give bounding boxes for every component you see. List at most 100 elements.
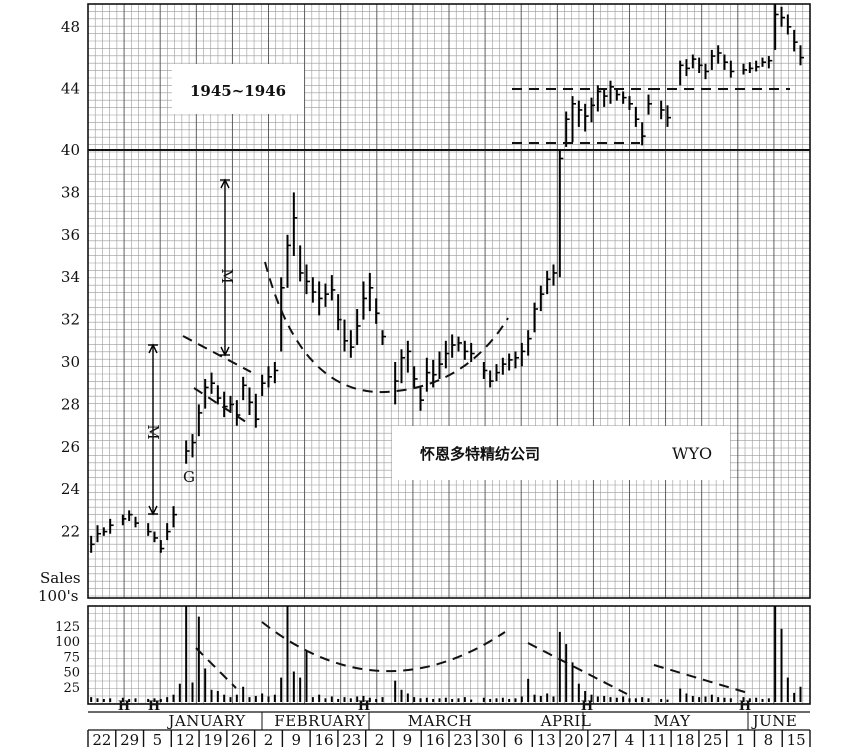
price-tick-label: 34: [61, 268, 80, 286]
price-bar: [337, 294, 342, 331]
week-label: 6: [514, 731, 524, 749]
price-bar: [495, 364, 500, 382]
price-tick-label: 30: [61, 353, 80, 371]
price-tick-label: 32: [61, 311, 80, 329]
price-bar: [685, 59, 690, 77]
price-bar: [413, 366, 418, 388]
price-bar: [419, 387, 424, 411]
price-bar: [197, 404, 203, 437]
price-bar: [204, 378, 209, 409]
price-tick-label: 24: [61, 480, 80, 498]
week-label: 23: [342, 731, 361, 749]
volume-tick-label: 75: [63, 650, 80, 665]
price-bar: [793, 29, 798, 52]
measured-move-label: M: [218, 268, 236, 283]
price-bar: [261, 374, 266, 396]
price-tick-label: 38: [61, 183, 80, 201]
price-bar: [520, 342, 526, 367]
price-bar: [267, 366, 272, 388]
week-label: 2: [375, 731, 385, 749]
price-bar: [774, 4, 779, 50]
week-label: 13: [537, 731, 556, 749]
price-bar: [527, 330, 532, 356]
price-bar: [533, 302, 538, 333]
annotations: M M G: [144, 178, 236, 516]
price-bar: [577, 100, 583, 127]
week-label: 8: [764, 731, 774, 749]
week-label: 26: [231, 731, 250, 749]
week-label: 16: [426, 731, 445, 749]
price-tick-label: 44: [61, 79, 80, 97]
price-bar: [729, 60, 735, 78]
price-bar: [400, 349, 405, 384]
price-bar: [166, 523, 171, 541]
price-tick-label: 36: [61, 226, 80, 244]
holiday-marker: H: [581, 699, 593, 714]
price-bar: [755, 60, 760, 72]
ticker-symbol: WYO: [672, 444, 712, 463]
price-bar: [761, 57, 766, 67]
gap-label: G: [183, 468, 195, 486]
week-label: 20: [564, 731, 583, 749]
price-bar: [381, 330, 386, 346]
month-label: JANUARY: [166, 712, 246, 730]
price-bar: [463, 340, 469, 360]
price-bar: [299, 245, 304, 282]
week-label: 19: [203, 731, 222, 749]
week-label: 30: [481, 731, 500, 749]
holiday-marker: H: [358, 699, 370, 714]
volume-grid: [87, 605, 811, 705]
month-label: MAY: [654, 712, 692, 730]
price-bar: [565, 111, 570, 147]
price-tick-label: 40: [61, 141, 80, 159]
price-bar: [767, 56, 773, 69]
price-bar: [134, 516, 139, 528]
volume-tick-label: 25: [63, 681, 80, 696]
price-bar: [273, 362, 279, 384]
sales-unit-label: 100's: [38, 587, 78, 605]
price-bar: [375, 298, 380, 324]
price-bar: [223, 391, 228, 418]
volume-tick-label: 100: [55, 635, 80, 650]
price-bar: [90, 535, 95, 553]
price-tick-label: 26: [61, 438, 80, 456]
price-grid: [87, 3, 811, 599]
price-bar: [546, 270, 551, 295]
week-label: 18: [675, 731, 694, 749]
week-label: 22: [92, 731, 111, 749]
volume-bars: [90, 606, 802, 702]
week-label: 5: [153, 731, 163, 749]
week-label: 16: [314, 731, 333, 749]
price-bar: [356, 309, 361, 346]
price-bar: [406, 340, 412, 373]
week-label: 2: [264, 731, 274, 749]
sales-label: Sales: [40, 569, 81, 587]
price-bar: [660, 100, 665, 120]
price-bar: [444, 340, 450, 369]
measured-move-label: M: [144, 424, 162, 439]
rounding-bottom-curve: [264, 261, 509, 394]
price-axis: 22 24 26 28 30 32 34 36 38 40 44 48: [61, 18, 80, 541]
price-bar: [622, 91, 627, 104]
price-bar: [349, 330, 355, 358]
price-tick-label: 48: [61, 18, 80, 36]
price-bar: [615, 88, 621, 101]
price-bar: [571, 96, 576, 143]
price-bar: [780, 6, 785, 27]
volume-tick-label: 50: [63, 666, 80, 681]
price-bar: [470, 342, 475, 362]
price-bar: [786, 14, 792, 35]
price-bar: [634, 106, 640, 127]
price-bar: [210, 372, 215, 394]
price-bar: [248, 387, 253, 415]
week-label: 23: [453, 731, 472, 749]
price-bar: [292, 192, 298, 256]
price-bar: [324, 283, 329, 307]
price-bar: [343, 319, 348, 352]
price-bar: [609, 80, 614, 104]
price-tick-label: 28: [61, 395, 80, 413]
price-bar: [109, 518, 114, 534]
price-bar: [330, 275, 336, 301]
